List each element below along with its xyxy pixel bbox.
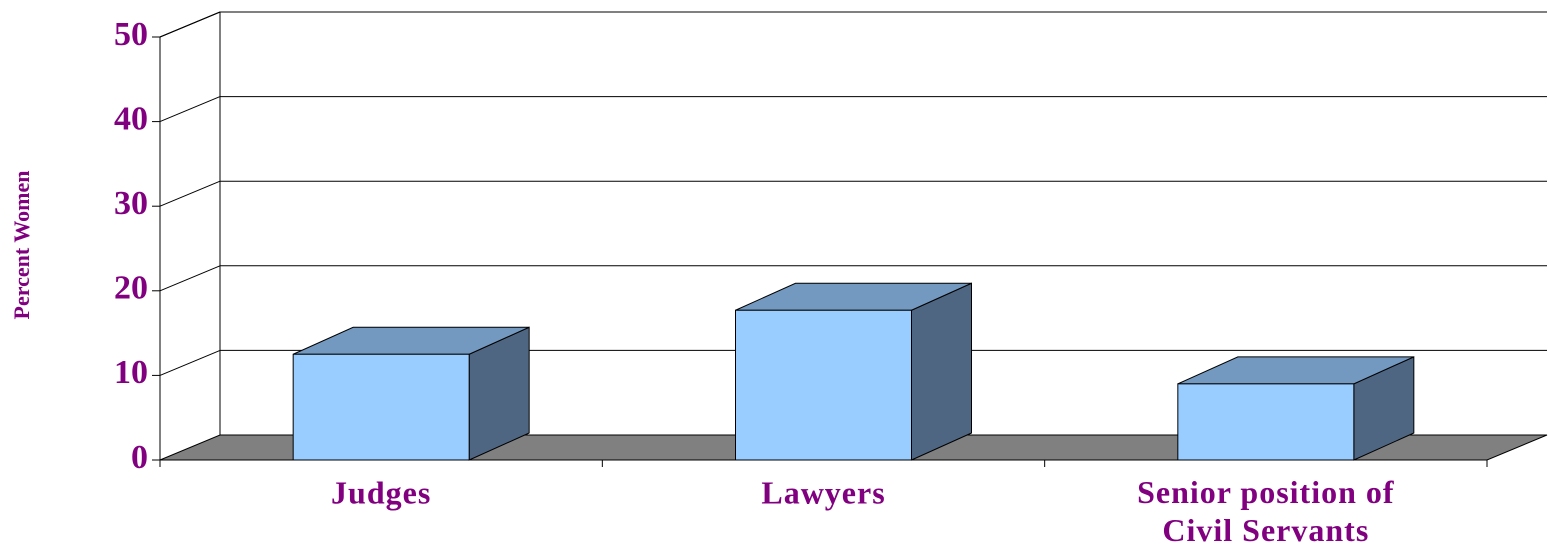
grid-line-side <box>159 180 221 207</box>
grid-line-side <box>159 349 221 376</box>
grid-line-side <box>159 11 221 38</box>
grid-line-side <box>159 265 221 292</box>
grid-line-side <box>159 96 221 123</box>
y-tick-label: 40 <box>114 100 148 137</box>
y-axis-label: Percent Women <box>9 171 34 320</box>
y-tick-label: 10 <box>114 354 148 391</box>
x-tick-label: Judges <box>331 474 431 510</box>
bar-front <box>292 353 470 461</box>
x-tick-label: Lawyers <box>761 474 885 510</box>
bar <box>292 326 530 461</box>
x-tick-label-line: Civil Servants <box>1162 512 1369 548</box>
x-tick-label: Senior position of Civil Servants <box>1137 474 1394 548</box>
y-tick-label: 50 <box>114 16 148 53</box>
bar-front <box>1177 383 1355 461</box>
x-tick-label-line: Senior position of <box>1137 474 1394 510</box>
bar <box>1177 356 1415 461</box>
bar-front <box>735 309 912 461</box>
y-tick-label: 20 <box>114 270 148 307</box>
y-tick-label: 30 <box>114 185 148 222</box>
y-tick-label: 0 <box>131 439 148 476</box>
bar-side <box>911 282 972 461</box>
bar <box>735 282 972 461</box>
